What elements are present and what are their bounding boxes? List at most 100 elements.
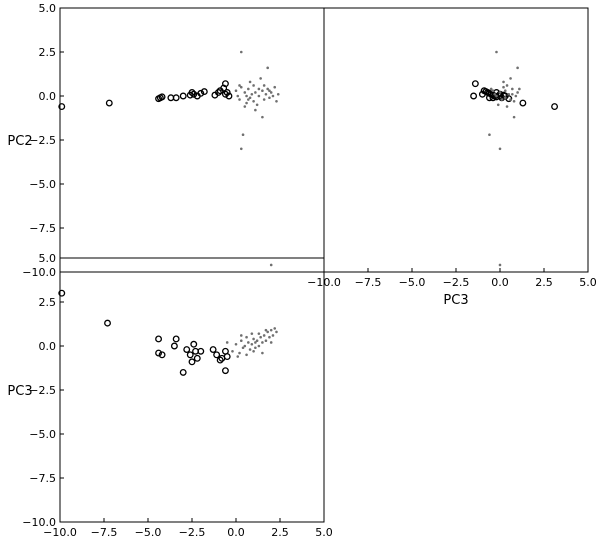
panel-1-circle-point (223, 89, 231, 96)
panel-3-xtick-label: 2.5 (271, 526, 289, 538)
panel-3-circle-point (172, 335, 180, 343)
panel-2-dot-point (498, 263, 502, 267)
panel-1-dot-point (239, 50, 243, 54)
panel-1-ytick-label: −7.5 (29, 222, 56, 235)
panel-1-circle-point (214, 89, 222, 96)
panel-2-dot-point (511, 92, 514, 96)
panel-3-ylabel: PC3 (7, 384, 32, 399)
panel-2-dot-point (511, 87, 514, 91)
panel-1-dot-point (269, 263, 273, 267)
panel-1-dot-point (248, 80, 252, 84)
panel-1-dot-point (273, 85, 277, 89)
panel-1-dot-point (243, 91, 247, 94)
panel-1-dot-point (243, 105, 247, 108)
panel-1-circle-point (179, 92, 187, 100)
panel-3-xtick-label: −7.5 (91, 526, 118, 538)
panel-1-dot-point (254, 108, 257, 112)
panel-1-dot-point (252, 84, 255, 87)
panel-1-ytick-label: 5.0 (39, 2, 57, 15)
panel-3-circle-point (221, 367, 229, 375)
panel-2-dot-point (498, 147, 502, 151)
panel-1-circle-point (225, 92, 233, 100)
panel-3-dot-point (273, 327, 277, 330)
panel-3-circle-point (213, 351, 221, 359)
panel-3-dot-point (225, 341, 229, 344)
panel-3-dot-point (255, 339, 259, 343)
panel-3-dot-point (275, 330, 278, 334)
panel-1-ytick-label: −2.5 (29, 134, 56, 147)
panel-1-dot-point (252, 99, 255, 103)
panel-1-dot-point (262, 98, 266, 101)
panel-3-dot-point (241, 346, 245, 350)
panel-1-dot-point (257, 87, 261, 91)
panel-3-dot-point (247, 341, 250, 344)
panel-1-dot-point (245, 101, 248, 105)
panel-3-dot-point (261, 351, 264, 355)
panel-1-dot-point (250, 92, 254, 96)
panel-2-dot-point (516, 66, 519, 70)
panel-2-dot-point (498, 91, 502, 94)
panel-3-dot-point (245, 335, 248, 339)
panel-3-dot-point (264, 339, 268, 343)
panel-3-dot-point (250, 342, 254, 346)
panel-2-dot-point (495, 94, 498, 98)
panel-2-circle-point (500, 91, 507, 99)
panel-3-circle-point (197, 347, 205, 355)
panel-3-dot-point (266, 330, 269, 334)
panel-1-circle-point (105, 99, 113, 107)
panel-3-dot-point (250, 332, 254, 335)
panel-2-circle-point (471, 80, 479, 88)
panel-2-dot-point (496, 103, 500, 107)
panel-3-dot-point (236, 355, 240, 358)
panel-1-ytick-label: −10.0 (22, 266, 56, 279)
panel-3-dot-point (252, 337, 255, 341)
panel-3-dot-point (268, 335, 271, 339)
panel-2-dot-point (512, 115, 516, 119)
panel-1-ytick-label: 2.5 (39, 46, 57, 59)
panel-2-xtick-label: 5.0 (579, 276, 597, 289)
panel-2-xtick-label: 2.5 (535, 276, 553, 289)
panel-2-dot-point (495, 50, 498, 54)
panel-1-circle-point (158, 93, 166, 101)
panel-1-dot-point (239, 147, 243, 151)
panel-1-dot-point (259, 77, 262, 80)
panel-3-dot-point (245, 353, 248, 357)
panel-2-dot-point (505, 84, 509, 87)
panel-1-circle-point (190, 90, 198, 98)
panel-3-circle-point (188, 358, 196, 366)
panel-1-dot-point (239, 85, 243, 89)
panel-1-dot-point (234, 89, 238, 93)
panel-2-xtick-label: 0.0 (491, 276, 509, 289)
panel-1-dot-point (261, 89, 264, 93)
panel-3-dot-point (231, 349, 234, 353)
panel-2-xlabel: PC3 (443, 293, 468, 308)
panel-3-dot-point (238, 351, 241, 355)
panel-3-ytick-label: 2.5 (39, 296, 57, 309)
panel-1-circle-point (221, 80, 229, 88)
panel-1-dot-point (236, 94, 240, 98)
panel-3-ytick-label: 0.0 (39, 340, 57, 353)
panel-1-dot-point (245, 94, 248, 98)
panel-3-dot-point (264, 328, 268, 332)
panel-2-dot-point (491, 89, 495, 93)
panel-1-dot-point (247, 98, 250, 101)
panel-1-circle-point (188, 89, 196, 96)
panel-2-dot-point (509, 77, 512, 80)
panel-2-dot-point (512, 99, 516, 103)
panel-1-ytick-label: 0.0 (39, 90, 57, 103)
panel-2-dot-point (500, 98, 504, 101)
panel-3-dot-point (257, 344, 261, 348)
panel-1-dot-point (268, 89, 271, 93)
panel-3-dot-point (269, 328, 273, 332)
panel-1-circle-point (200, 88, 208, 96)
panel-2-circle-point (551, 103, 559, 111)
panel-1-ytick-label: −5.0 (29, 178, 56, 191)
panel-3-dot-point (257, 332, 261, 335)
panel-2-xtick-label: −5.0 (399, 276, 426, 289)
panel-3-dot-point (254, 341, 257, 344)
panel-3-xtick-label: −10.0 (43, 526, 77, 538)
panel-3-circle-point (209, 346, 217, 353)
panel-3-dot-point (239, 334, 243, 337)
panel-1-circle-point (172, 94, 180, 102)
